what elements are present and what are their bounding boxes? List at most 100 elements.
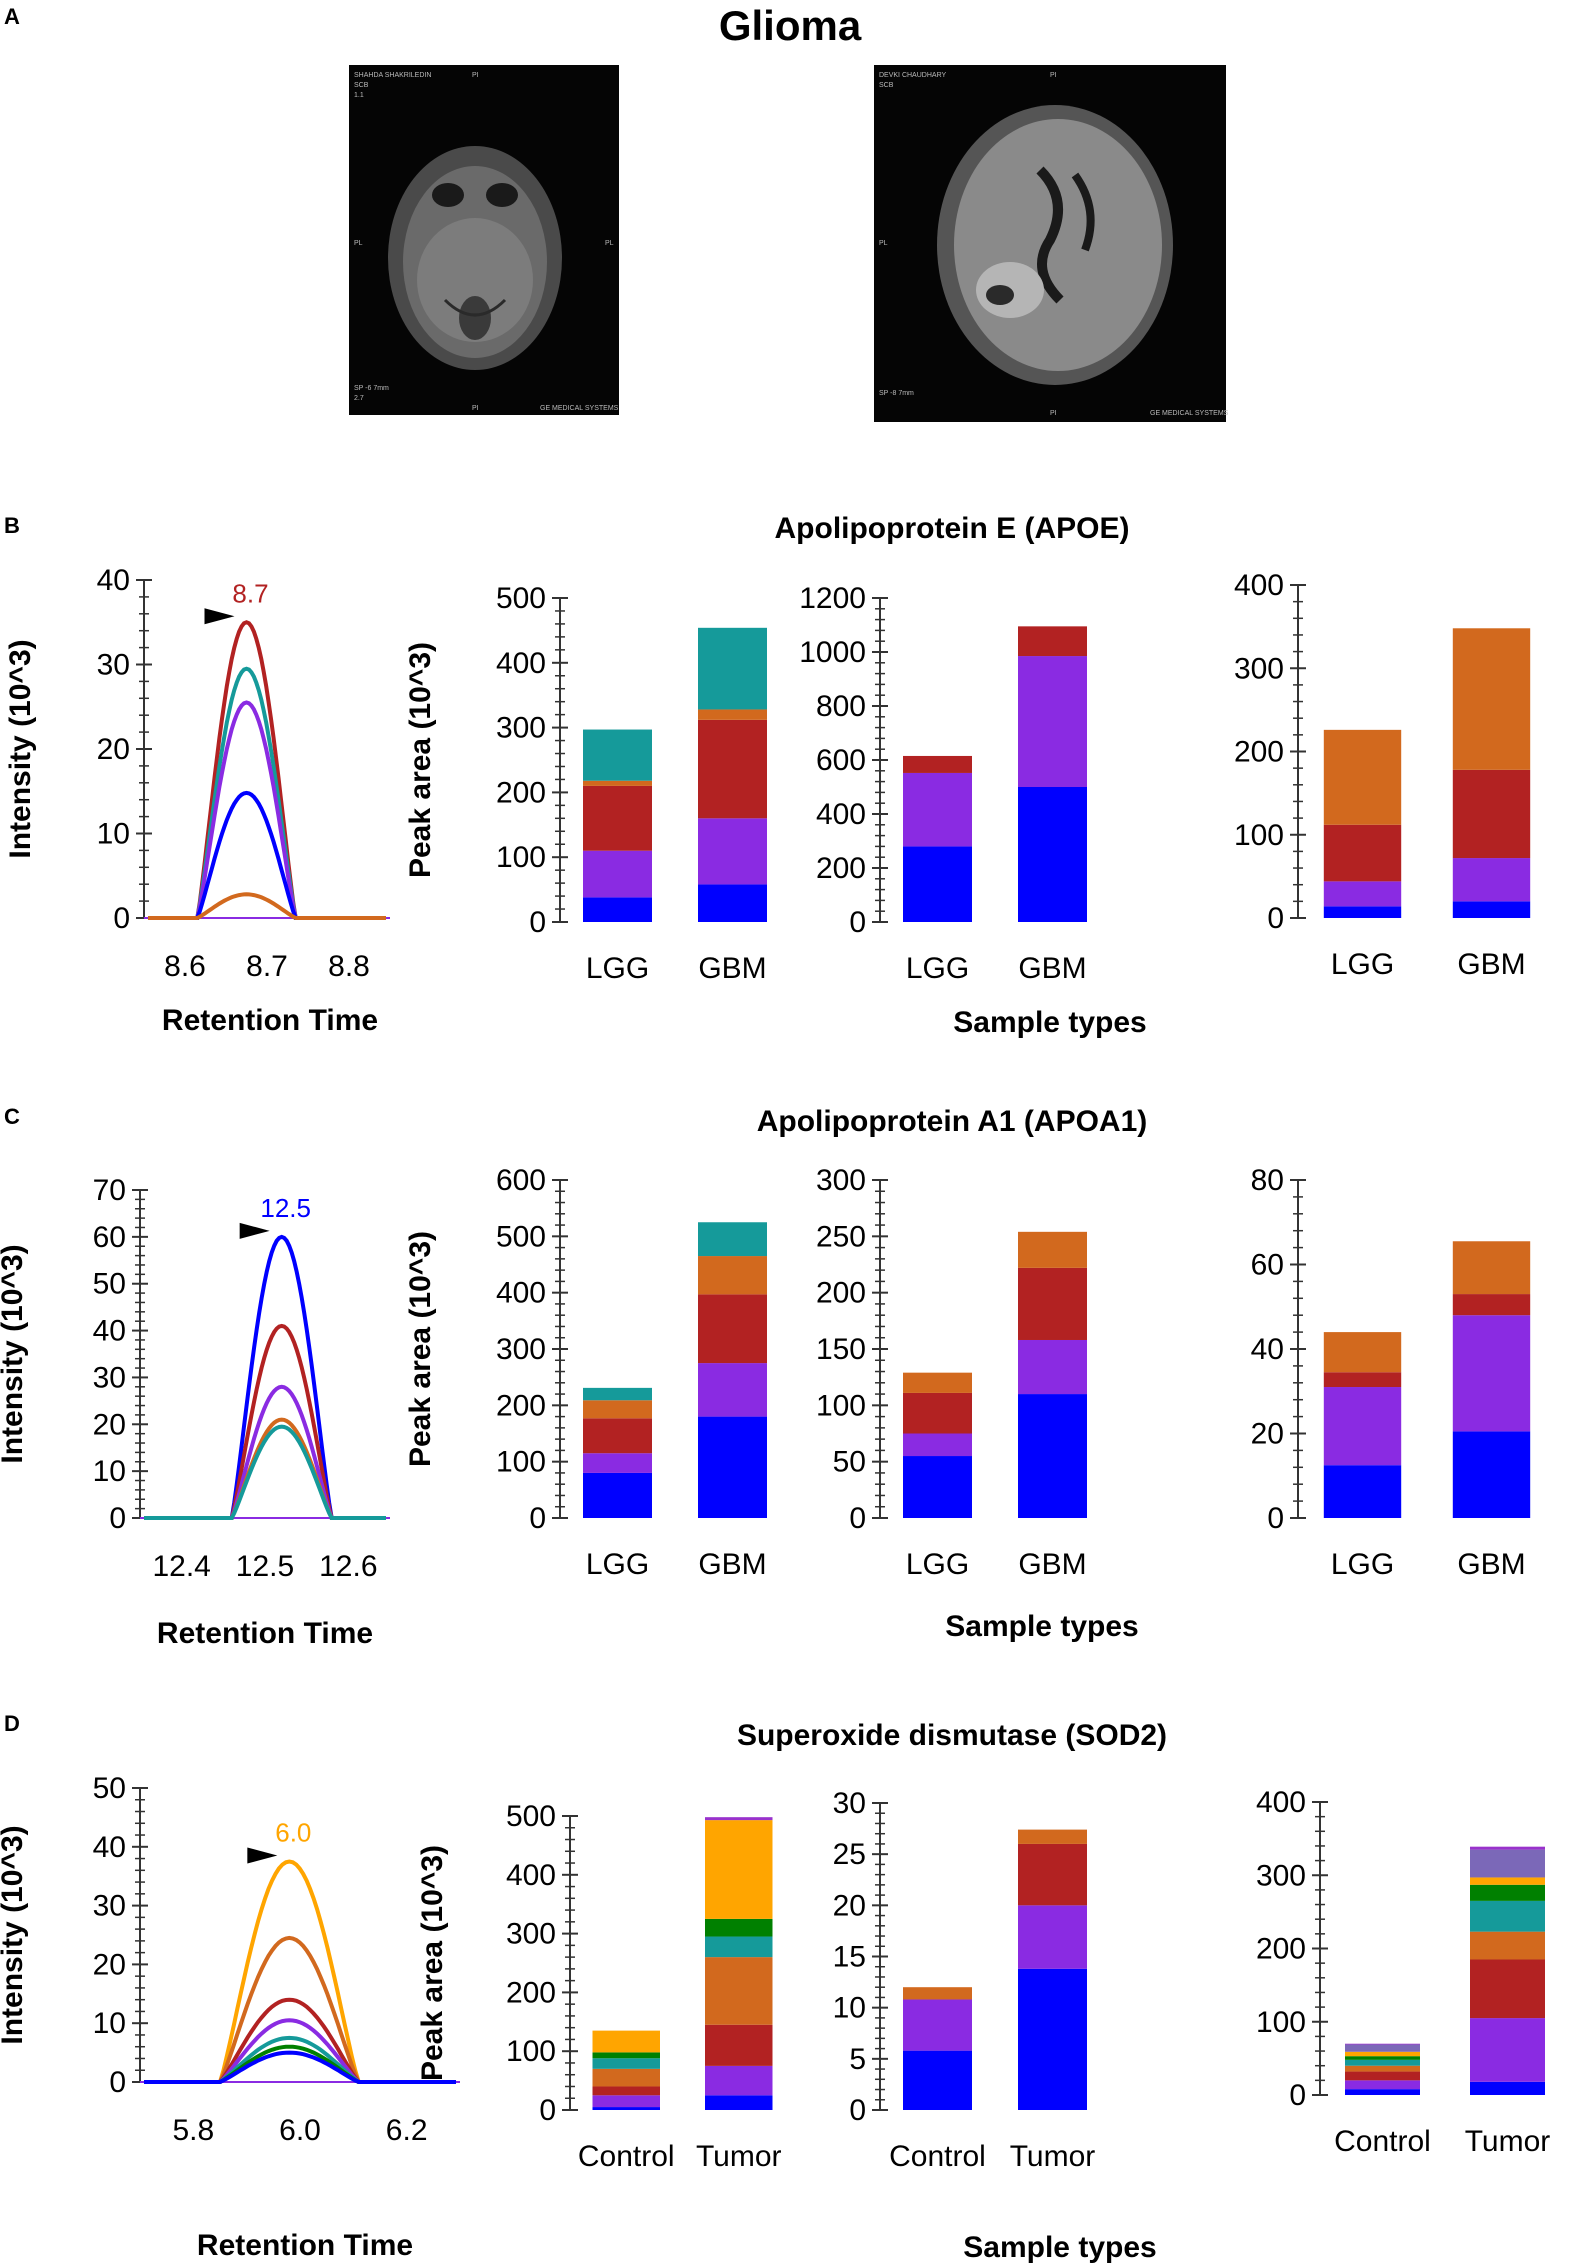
bar-segment-blue xyxy=(903,1456,972,1518)
bar-segment-darkred xyxy=(1452,769,1531,859)
chart-b-1: 0 100 200 300 400 500 LGG GBM Peak area (10^3) xyxy=(404,582,767,985)
mri-right-text-3: PI xyxy=(1050,72,1057,79)
peak-label: 6.0 xyxy=(275,1818,311,1848)
mri-scan-right: DEVKI CHAUDHARY SCB PI PL SP -8 7mm PI G… xyxy=(874,65,1229,422)
trace-blue xyxy=(148,790,386,920)
x-category-label: Control xyxy=(578,2140,675,2173)
bar-segment-magenta xyxy=(1470,1846,1545,1850)
y-tick-label: 0 xyxy=(529,906,546,939)
y-tick-label: 150 xyxy=(816,1333,866,1366)
peak-arrow-icon xyxy=(239,1222,270,1239)
bar-segment-orange xyxy=(705,1957,773,2025)
y-tick-label: 0 xyxy=(109,1502,126,1535)
bar-segment-purple xyxy=(698,818,767,885)
trace-teal xyxy=(148,666,386,920)
bar-segment-blue xyxy=(698,884,767,922)
mri-left-text-1: SHAHDA SHAKRILEDIN xyxy=(354,72,431,79)
bar-segment-orange xyxy=(1323,729,1402,825)
bar-segment-purple xyxy=(1452,1315,1531,1432)
y-tick-label: 300 xyxy=(1234,652,1284,685)
x-category-label: Control xyxy=(889,2140,986,2173)
mri-left-text-9: PI xyxy=(472,405,479,412)
y-tick-label: 200 xyxy=(816,1277,866,1310)
mri-left-text-3: 1.1 xyxy=(354,92,364,99)
x-category-label: GBM xyxy=(1018,1548,1086,1581)
y-tick-label: 10 xyxy=(97,818,130,851)
y-tick-label: 0 xyxy=(1267,1502,1284,1535)
y-tick-label: 100 xyxy=(506,2035,556,2068)
bar-segment-green xyxy=(705,1918,773,1937)
bar-segment-gold xyxy=(1345,2051,1420,2057)
y-tick-label: 200 xyxy=(496,776,546,809)
bar-segment-darkred xyxy=(903,1392,972,1434)
trace-gold xyxy=(144,1859,456,2084)
y-tick-label: 500 xyxy=(496,582,546,615)
x-axis-label: Sample types xyxy=(963,2231,1156,2264)
y-tick-label: 0 xyxy=(1267,902,1284,935)
bar-segment-darkred xyxy=(1018,626,1087,657)
panel-label-a: A xyxy=(4,4,20,29)
peak-arrow-icon xyxy=(247,1847,278,1864)
x-category-label: Tumor xyxy=(1465,2125,1551,2158)
y-axis-label: Peak area (10^3) xyxy=(416,1845,449,2081)
y-tick-label: 20 xyxy=(833,1889,866,1922)
chart-d-3: 0 100 200 300 400 Control Tumor xyxy=(1256,1786,1550,2158)
x-tick-label: 8.6 xyxy=(164,950,206,983)
y-tick-label: 0 xyxy=(109,2066,126,2099)
mri-left-text-2: SCB xyxy=(354,82,369,89)
y-tick-label: 10 xyxy=(833,1992,866,2025)
y-tick-label: 1000 xyxy=(799,636,866,669)
y-axis-label: Peak area (10^3) xyxy=(404,1231,437,1467)
x-tick-label: 12.4 xyxy=(152,1550,210,1583)
chart-c-2: 0 50 100 150 200 250 300 LGG GBM Sample types xyxy=(816,1164,1139,1643)
bar-segment-purple xyxy=(583,850,652,898)
bar-segment-orange xyxy=(1018,1231,1087,1268)
chart-b-2: 0 200 400 600 800 1000 1200 LGG GBM Sample types xyxy=(799,582,1146,1039)
bar-segment-darkred xyxy=(698,1294,767,1364)
y-tick-label: 500 xyxy=(496,1220,546,1253)
bar-segment-green xyxy=(592,2052,660,2059)
bar-segment-blue xyxy=(705,2095,773,2110)
y-tick-label: 10 xyxy=(93,1455,126,1488)
mri-right-text-4: PL xyxy=(879,240,888,247)
bar-segment-lavender xyxy=(1470,1849,1545,1878)
bar-segment-purple xyxy=(1345,2080,1420,2090)
trace-darkred xyxy=(144,1323,386,1520)
bar-segment-blue xyxy=(592,2107,660,2110)
x-tick-label: 8.7 xyxy=(246,950,288,983)
y-axis-label: Intensity (10^3) xyxy=(0,1244,29,1463)
mri-left-text-5: PL xyxy=(354,240,363,247)
bar-segment-orange xyxy=(1345,2065,1420,2072)
trace-darkred xyxy=(148,620,386,920)
mri-left-text-6: PL xyxy=(605,240,614,247)
bar-segment-orange xyxy=(592,2068,660,2087)
bar-segment-darkred xyxy=(1018,1843,1087,1906)
bar-segment-purple xyxy=(705,2065,773,2096)
bar-segment-purple xyxy=(1470,2018,1545,2082)
y-tick-label: 0 xyxy=(113,902,130,935)
y-tick-label: 400 xyxy=(816,798,866,831)
y-tick-label: 800 xyxy=(816,690,866,723)
mri-left-text-4: PI xyxy=(472,72,479,79)
bar-segment-orange xyxy=(903,1372,972,1393)
y-tick-label: 5 xyxy=(849,2043,866,2076)
bar-segment-gold xyxy=(592,2030,660,2053)
y-tick-label: 15 xyxy=(833,1941,866,1974)
y-tick-label: 600 xyxy=(816,744,866,777)
bar-segment-blue xyxy=(1018,787,1087,922)
bar-segment-blue xyxy=(583,897,652,922)
y-tick-label: 200 xyxy=(1234,736,1284,769)
bar-segment-blue xyxy=(1018,1968,1087,2110)
y-tick-label: 25 xyxy=(833,1838,866,1871)
bar-segment-purple xyxy=(903,1999,972,2051)
bar-segment-magenta xyxy=(1345,2043,1420,2045)
y-tick-label: 60 xyxy=(93,1221,126,1254)
y-tick-label: 100 xyxy=(496,1446,546,1479)
mri-right-text-7: GE MEDICAL SYSTEMS xyxy=(1150,410,1229,417)
chart-b-3: 0 100 200 300 400 LGG GBM xyxy=(1234,569,1531,981)
trace-purple xyxy=(148,700,386,920)
bar-segment-darkred xyxy=(1452,1294,1531,1316)
bar-segment-gold xyxy=(705,1820,773,1919)
trace-orange xyxy=(144,1935,456,2084)
bar-segment-teal xyxy=(583,729,652,781)
